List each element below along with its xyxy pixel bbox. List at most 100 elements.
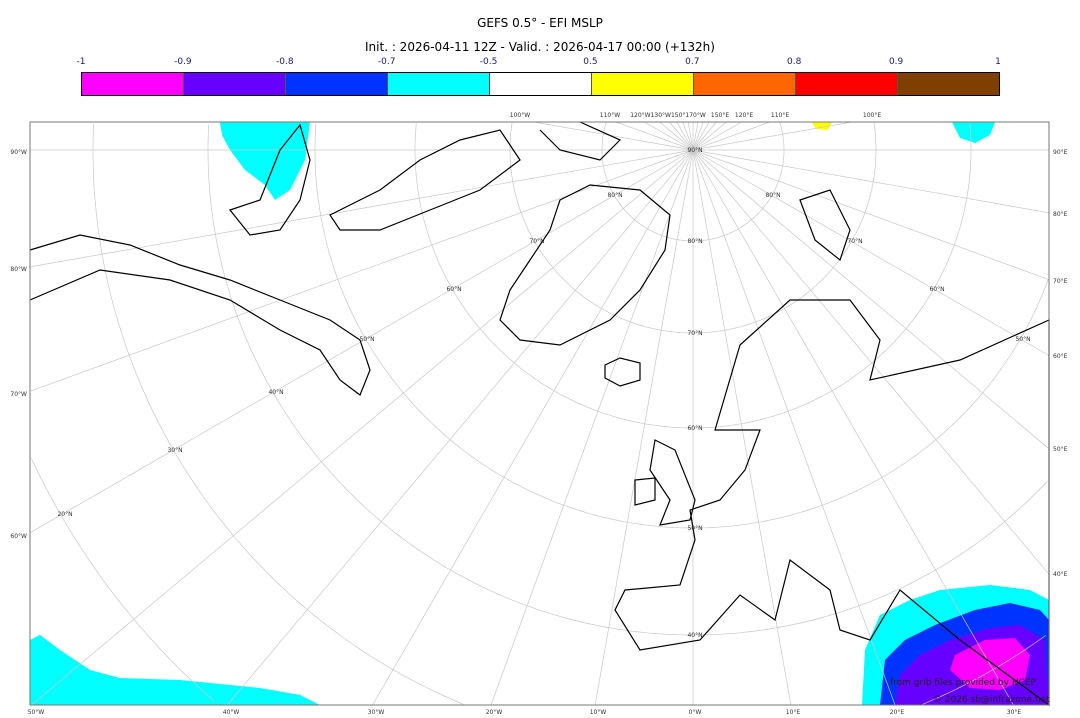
graticule (29, 121, 1050, 706)
colorbar-tick: -0.7 (377, 57, 396, 67)
coastline (799, 189, 851, 262)
graticule-label: 80°E (1053, 211, 1068, 218)
meridian-line (692, 149, 1050, 356)
colorbar-segment (82, 73, 184, 95)
graticule-label: 30°E (1007, 709, 1022, 716)
coastline (604, 357, 641, 387)
latitude-circle (922, 635, 1046, 705)
graticule-label: 40°E (1053, 571, 1068, 578)
graticule-label: 80°N (687, 238, 702, 245)
latitude-circle (207, 124, 693, 636)
graticule-label: 90°E (1053, 149, 1068, 156)
meridian-line (534, 121, 694, 151)
colorbar-tick: 1 (995, 57, 1001, 67)
colorbar-tick: 0.8 (787, 57, 802, 67)
meridian-line (692, 149, 1050, 575)
graticule-label: 110°E (771, 112, 789, 119)
graticule-label: 60°E (1053, 353, 1068, 360)
graticule-label: 100°E (863, 112, 881, 119)
efi-region (952, 122, 995, 143)
meridian-line (692, 121, 699, 151)
graticule-label: 50°N (1015, 336, 1030, 343)
efi-region (30, 635, 320, 705)
chart-subtitle: Init. : 2026-04-11 12Z - Valid. : 2026-0… (365, 40, 715, 54)
coastline (499, 184, 671, 346)
graticule-label: 80°N (765, 192, 780, 199)
colorbar (81, 72, 1000, 96)
meridian-line (29, 149, 694, 392)
coastline (614, 299, 1050, 707)
latitude-circle (31, 458, 215, 702)
coastline (539, 121, 622, 161)
graticule-label: 50°W (28, 709, 45, 716)
meridian-line (692, 121, 704, 151)
efi-shading (30, 122, 1049, 705)
latitude-circle (92, 123, 464, 705)
latitude-circle (509, 122, 693, 334)
coastline (228, 123, 311, 236)
graticule-label: 150°E (711, 112, 729, 119)
graticule-label: 110°W (600, 112, 620, 119)
meridian-line (594, 149, 694, 706)
colorbar-segment (184, 73, 286, 95)
graticule-label: 120°W130°W150°170°W (630, 112, 706, 119)
graticule-label: 70°N (529, 238, 544, 245)
coastline (649, 439, 696, 526)
colorbar-tick: -0.5 (479, 57, 498, 67)
graticule-label: 60°N (446, 286, 461, 293)
coastline (634, 477, 656, 506)
latitude-circle (601, 122, 693, 242)
graticule-label: 80°W (10, 266, 27, 273)
graticule-labels: 90°W 80°W 70°W 60°W 90°E 80°E 70°E 60°E 50°E 40°E… (10, 112, 1067, 716)
graticule-label: 20°W (486, 709, 503, 716)
graticule-label: 60°N (687, 425, 702, 432)
graticule-label: 50°E (1053, 446, 1068, 453)
latitude-circle (693, 122, 785, 242)
meridian-line (372, 149, 694, 706)
coastline (329, 129, 521, 231)
meridian-line (615, 121, 694, 151)
meridian-line (31, 149, 694, 706)
meridian-line (692, 149, 896, 706)
graticule-label: 20°N (57, 511, 72, 518)
map-frame (29, 121, 1050, 706)
graticule-label: 90°N (687, 147, 702, 154)
graticule-label: 80°N (607, 192, 622, 199)
graticule-label: 30°W (368, 709, 385, 716)
graticule-label: 0°W (689, 709, 702, 716)
latitude-circle (414, 123, 693, 429)
meridian-line (692, 121, 771, 151)
meridian-line (692, 149, 1014, 706)
meridian-line (682, 121, 694, 151)
latitude-circle (693, 123, 972, 429)
graticule-label: 120°E (735, 112, 753, 119)
copyright-credit: © 2026 sb@infrazone.net (933, 695, 1050, 705)
colorbar-segment (898, 73, 999, 95)
meridian-line (644, 121, 694, 151)
colorbar-tick: -0.8 (275, 57, 294, 67)
source-credit: from grib files provided by NCEP (890, 678, 1037, 688)
colorbar-tick: -1 (76, 57, 86, 67)
graticule-label: 40°W (223, 709, 240, 716)
meridian-line (692, 149, 1050, 280)
meridian-line (669, 121, 694, 151)
colorbar-segment (592, 73, 694, 95)
graticule-label: 60°W (10, 533, 27, 540)
graticule-label: 60°N (929, 286, 944, 293)
colorbar-tick: 0.5 (583, 57, 598, 67)
colorbar-segment (694, 73, 796, 95)
graticule-label: 70°N (687, 330, 702, 337)
meridian-line (692, 121, 852, 151)
chart-title: GEFS 0.5° - EFI MSLP (477, 16, 603, 30)
coastline (29, 234, 371, 396)
graticule-label: 20°E (890, 709, 905, 716)
colorbar-segment (286, 73, 388, 95)
meridian-line (29, 149, 694, 268)
colorbar-segment (388, 73, 490, 95)
meridian-line (687, 121, 694, 151)
meridian-line (227, 149, 694, 706)
graticule-label: 70°E (1053, 278, 1068, 285)
meridian-line (659, 121, 694, 151)
meridian-line (692, 149, 792, 706)
